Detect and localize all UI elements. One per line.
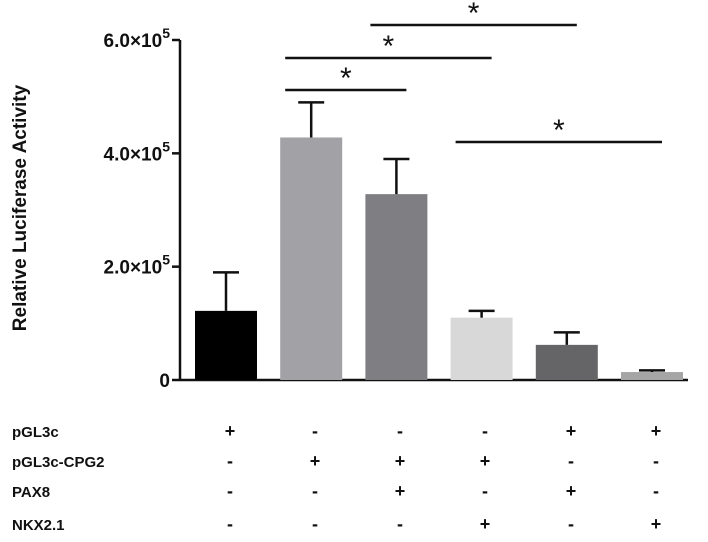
condition-label: PAX8 [12,484,50,501]
significance-brackets: * * * * [285,0,662,147]
y-axis-title: Relative Luciferase Activity [10,84,31,331]
bars [195,137,683,380]
condition-sign: - [653,481,659,501]
significance-star: * [340,62,352,95]
y-tick-label: 2.0×105 [104,252,171,279]
bar [195,310,257,380]
bar [621,372,683,380]
condition-sign: + [566,481,577,501]
condition-sign: - [312,421,318,441]
y-tick-label: 6.0×105 [104,25,171,52]
condition-label: pGL3c [12,424,59,441]
condition-sign: - [397,514,403,534]
condition-sign: - [568,451,574,471]
y-tick-label: 0 [159,371,170,392]
condition-sign: - [312,481,318,501]
condition-sign: + [480,514,491,534]
condition-table: pGL3c + - - - + + pGL3c-CPG2 - + + + - - PAX8 - - + - + - NKX… [12,421,661,534]
condition-sign: + [651,514,662,534]
condition-sign: + [395,481,406,501]
condition-sign: + [480,451,491,471]
condition-sign: + [310,451,321,471]
condition-sign: + [225,421,236,441]
significance-star: * [553,114,565,147]
bar [365,194,428,380]
condition-sign: - [397,421,403,441]
condition-sign: + [395,451,406,471]
condition-sign: + [566,421,577,441]
condition-sign: - [227,481,233,501]
significance-star: * [468,0,480,30]
axes: 0 2.0×105 4.0×105 6.0×105 [104,25,688,392]
condition-label: pGL3c-CPG2 [12,454,105,471]
condition-sign: - [482,481,488,501]
significance-star: * [383,30,395,63]
bar [450,317,513,380]
condition-sign: - [227,451,233,471]
bar [535,344,598,380]
condition-sign: - [482,421,488,441]
y-tick-label: 4.0×105 [104,138,171,165]
condition-sign: - [227,514,233,534]
bar [280,137,343,380]
condition-sign: - [653,451,659,471]
condition-sign: + [651,421,662,441]
condition-sign: - [568,514,574,534]
condition-label: NKX2.1 [12,517,65,534]
condition-sign: - [312,514,318,534]
error-bars [213,101,665,373]
